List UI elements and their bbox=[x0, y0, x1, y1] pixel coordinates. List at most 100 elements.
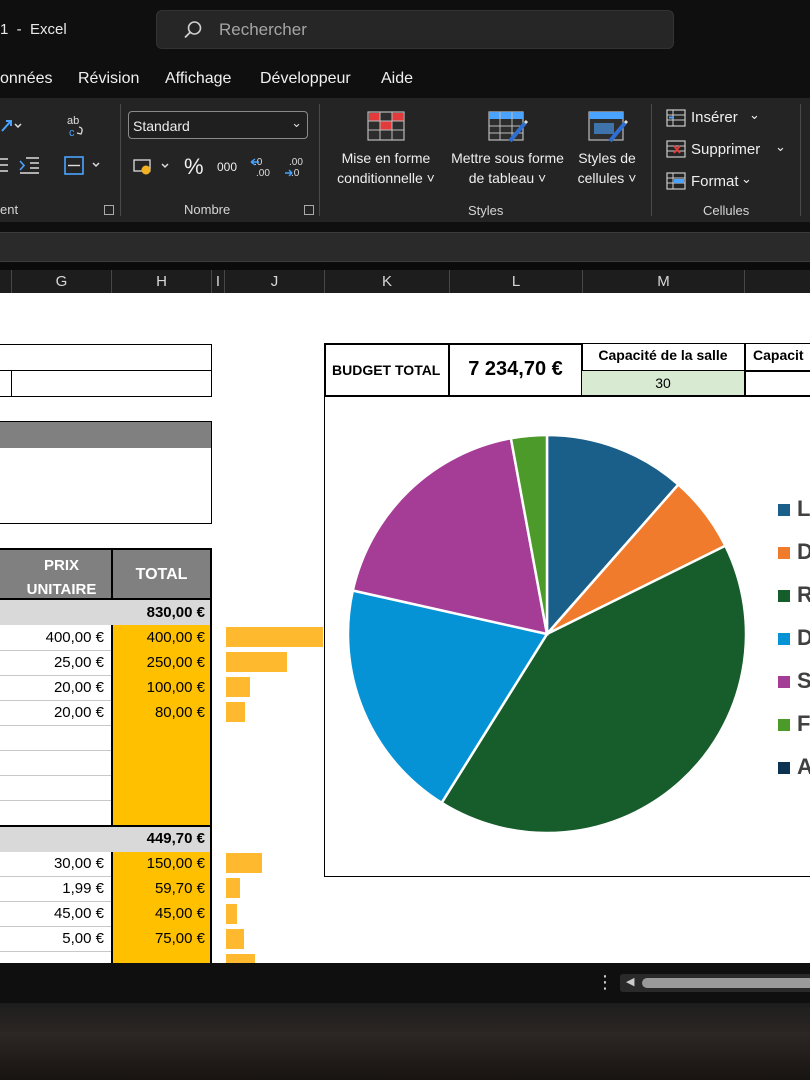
column-header-i[interactable]: I bbox=[212, 270, 225, 293]
column-header-k[interactable]: K bbox=[325, 270, 450, 293]
pie-slice-4[interactable] bbox=[351, 436, 549, 636]
format-as-table-icon[interactable] bbox=[488, 111, 528, 143]
total-cell: 59,70 € bbox=[154, 880, 205, 897]
menu-developpeur[interactable]: Développeur bbox=[260, 70, 351, 87]
legend-swatch bbox=[778, 590, 790, 602]
data-bar bbox=[226, 677, 250, 697]
worksheet-grid[interactable]: PRIX UNITAIRE TOTAL 830,00 € 400,00 € 40… bbox=[0, 293, 810, 963]
notes-box bbox=[0, 421, 212, 524]
legend-label: S bbox=[797, 668, 810, 693]
format-as-table-button[interactable]: Mettre sous forme de tableau ˅ bbox=[445, 148, 570, 188]
cell-styles-line2: cellules ˅ bbox=[577, 170, 637, 186]
row-divider bbox=[0, 650, 111, 651]
ribbon: ab c ent Standard ⌄ % 000 .0 .00 .00 .0 … bbox=[0, 98, 810, 222]
percent-button[interactable]: % bbox=[184, 154, 204, 179]
scrollbar-thumb[interactable] bbox=[642, 978, 810, 988]
indent-right-icon[interactable] bbox=[18, 156, 40, 174]
row-divider bbox=[0, 951, 111, 952]
unit-price-header-line2: UNITAIRE bbox=[26, 581, 97, 598]
formula-bar[interactable] bbox=[0, 232, 810, 262]
column-header-g[interactable]: G bbox=[12, 270, 112, 293]
wrap-text-icon[interactable]: ab c bbox=[66, 114, 88, 138]
unit-price-cell: 5,00 € bbox=[62, 930, 104, 947]
row-divider bbox=[0, 876, 111, 877]
scroll-left-icon[interactable]: ◀ bbox=[626, 976, 635, 988]
column-headers: G H I J K L M bbox=[0, 270, 810, 293]
conditional-format-icon[interactable] bbox=[367, 111, 405, 141]
svg-text:ab: ab bbox=[67, 115, 79, 127]
column-header-m[interactable]: M bbox=[583, 270, 745, 293]
menu-affichage[interactable]: Affichage bbox=[165, 70, 232, 87]
pie-chart bbox=[346, 433, 748, 835]
indent-left-icon[interactable] bbox=[0, 156, 10, 174]
total-column-fill bbox=[113, 852, 210, 963]
data-bar bbox=[226, 853, 262, 873]
legend-label: R bbox=[797, 582, 810, 607]
decrease-decimal-icon[interactable]: .00 .0 bbox=[283, 155, 307, 179]
legend-label: F bbox=[797, 711, 810, 736]
insert-button[interactable]: Insérer bbox=[691, 109, 738, 126]
format-cells-icon[interactable] bbox=[666, 172, 686, 190]
chevron-down-icon[interactable]: ⌄ bbox=[741, 171, 752, 186]
row-divider bbox=[0, 675, 111, 676]
legend-swatch bbox=[778, 504, 790, 516]
legend-swatch bbox=[778, 719, 790, 731]
legend-label: A bbox=[797, 754, 810, 779]
data-bar bbox=[226, 878, 240, 899]
cell-styles-button[interactable]: Styles de cellules ˅ bbox=[572, 148, 642, 188]
column-header-n[interactable] bbox=[745, 270, 810, 293]
unit-price-cell: 45,00 € bbox=[53, 905, 104, 922]
svg-text:.00: .00 bbox=[256, 168, 270, 179]
number-launcher-icon[interactable] bbox=[304, 205, 314, 215]
format-button[interactable]: Format bbox=[691, 173, 739, 190]
legend-label: D bbox=[797, 539, 810, 564]
pie-slice-2[interactable] bbox=[439, 544, 748, 835]
horizontal-scrollbar[interactable]: ◀ bbox=[620, 974, 810, 992]
svg-text:.0: .0 bbox=[291, 168, 300, 179]
capacity-divider bbox=[745, 370, 810, 372]
cell-styles-icon[interactable] bbox=[588, 111, 628, 143]
unit-price-header: PRIX UNITAIRE bbox=[12, 554, 111, 602]
delete-cells-icon[interactable] bbox=[666, 140, 686, 158]
info-box-row2-right bbox=[11, 370, 212, 397]
number-format-select[interactable]: Standard ⌄ bbox=[128, 111, 308, 139]
currency-format-icon[interactable] bbox=[132, 158, 174, 176]
notes-header bbox=[0, 422, 211, 448]
pie-slice-5[interactable] bbox=[509, 433, 549, 635]
conditional-format-button[interactable]: Mise en forme conditionnelle ˅ bbox=[330, 148, 442, 188]
more-options-icon[interactable]: ⋮ bbox=[596, 972, 614, 992]
column-header-l[interactable]: L bbox=[450, 270, 583, 293]
menu-revision[interactable]: Révision bbox=[78, 70, 140, 87]
search-box[interactable]: Rechercher bbox=[156, 10, 674, 49]
unit-price-cell: 20,00 € bbox=[53, 704, 104, 721]
capacity-value-cell[interactable]: 30 bbox=[582, 370, 744, 395]
budget-value-cell: 7 234,70 € bbox=[448, 343, 583, 397]
merge-center-icon[interactable] bbox=[64, 156, 104, 176]
chevron-down-icon[interactable]: ⌄ bbox=[775, 139, 786, 154]
insert-cells-icon[interactable] bbox=[666, 109, 686, 127]
format-as-table-line2: de tableau ˅ bbox=[468, 170, 547, 186]
number-group-label: Nombre bbox=[184, 202, 231, 217]
cells-group-label: Cellules bbox=[703, 203, 750, 218]
budget-label-cell: BUDGET TOTAL bbox=[324, 343, 450, 397]
row-divider bbox=[0, 800, 111, 801]
pie-slice-3[interactable] bbox=[346, 589, 549, 805]
menu-donnees[interactable]: onnées bbox=[0, 70, 53, 87]
thousands-button[interactable]: 000 bbox=[217, 160, 238, 174]
delete-button[interactable]: Supprimer bbox=[691, 141, 761, 158]
orientation-icon[interactable] bbox=[0, 118, 26, 134]
alignment-launcher-icon[interactable] bbox=[104, 205, 114, 215]
info-box-row1 bbox=[0, 344, 212, 371]
chevron-down-icon[interactable]: ⌄ bbox=[749, 107, 760, 122]
pie-slice-0[interactable] bbox=[545, 433, 681, 638]
column-header-f[interactable] bbox=[0, 270, 12, 293]
column-header-h[interactable]: H bbox=[112, 270, 212, 293]
increase-decimal-icon[interactable]: .0 .00 bbox=[250, 155, 274, 179]
menu-aide[interactable]: Aide bbox=[381, 70, 414, 87]
total-cell: 80,00 € bbox=[154, 704, 205, 721]
capacity-value: 30 bbox=[655, 375, 671, 391]
row-divider bbox=[0, 700, 111, 701]
column-divider bbox=[111, 548, 113, 963]
column-header-j[interactable]: J bbox=[225, 270, 325, 293]
